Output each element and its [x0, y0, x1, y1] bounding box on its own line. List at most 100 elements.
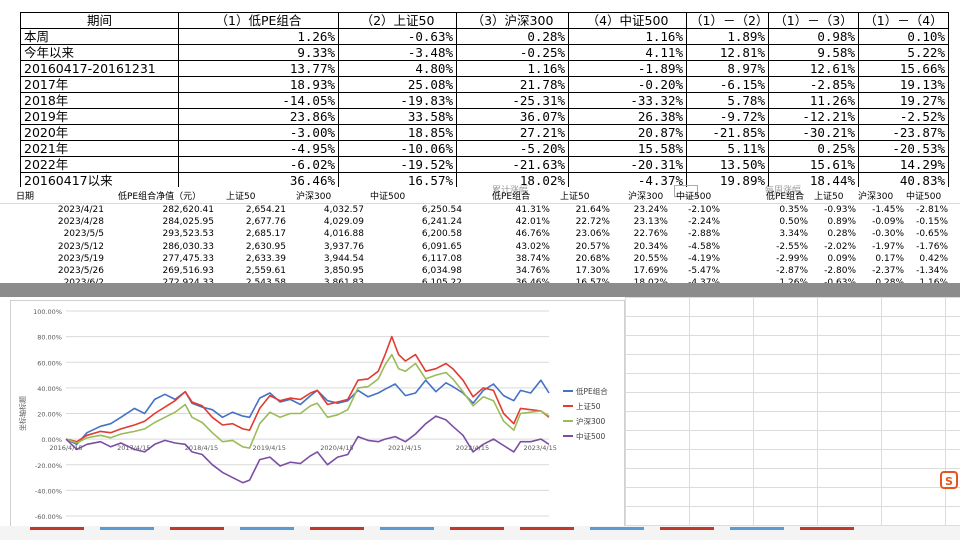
- period-returns-table: 期间 （1）低PE组合 （2）上证50 （3）沪深300 （4）中证500 （1）－（2）…: [20, 12, 949, 189]
- return-cell: 11.26%: [768, 92, 859, 109]
- w2-cell: 0.09%: [827, 253, 856, 264]
- column-header: 上证50: [814, 192, 844, 202]
- c3-cell: 20.55%: [633, 253, 668, 264]
- table-row: 2022年 -6.02% -19.52% -21.63% -20.31% 13.50% 15…: [20, 156, 949, 173]
- return-cell: -30.21%: [768, 124, 859, 141]
- date-cell: 2023/5/5: [63, 229, 104, 240]
- cumulative-return-chart[interactable]: -60.00% -40.00% -20.00% 0.00% 20.00% 40.00% 60…: [10, 300, 625, 527]
- spreadsheet-grid[interactable]: [625, 297, 960, 540]
- period-label: 2018年: [20, 92, 179, 109]
- sheet-tab[interactable]: [520, 527, 574, 530]
- c1-cell: 42.01%: [515, 217, 550, 228]
- w2-cell: 0.28%: [827, 229, 856, 240]
- y-tick-label: 60.00%: [37, 359, 62, 367]
- zz500-cell: 6,250.54: [421, 205, 462, 215]
- w4-cell: -0.65%: [916, 229, 948, 240]
- w3-cell: -1.45%: [872, 205, 904, 215]
- table-row: 2023/5/26 269,516.93 2,559.61 3,850.95 6,034…: [0, 265, 960, 277]
- w1-cell: 3.34%: [779, 229, 808, 240]
- return-cell: 27.21%: [456, 124, 569, 141]
- sz50-cell: 2,559.61: [245, 266, 286, 276]
- sheet-tab[interactable]: [660, 527, 714, 530]
- sheet-divider-bar: [0, 283, 960, 297]
- c1-cell: 43.02%: [515, 241, 550, 252]
- y-tick-label: -40.00%: [35, 487, 62, 495]
- column-header: （1）－（3）: [768, 12, 859, 29]
- sheet-tab[interactable]: [800, 527, 854, 530]
- sheet-tab[interactable]: [100, 527, 154, 530]
- w4-cell: -1.34%: [916, 266, 948, 276]
- w4-cell: 0.42%: [919, 253, 948, 264]
- return-cell: 25.08%: [338, 76, 457, 93]
- return-cell: -33.32%: [568, 92, 687, 109]
- sheet-tab[interactable]: [380, 527, 434, 530]
- w2-cell: -2.02%: [824, 241, 856, 252]
- sheet-tab[interactable]: [730, 527, 784, 530]
- x-tick-label: 2017/4/15: [117, 444, 150, 452]
- sheet-tab[interactable]: [30, 527, 84, 530]
- table-row: 20160417以来 36.46% 16.57% 18.02% -4.37% 19.89%…: [20, 172, 949, 189]
- sheet-tab[interactable]: [240, 527, 294, 530]
- return-cell: 1.16%: [568, 28, 687, 45]
- w3-cell: -0.30%: [872, 229, 904, 240]
- table-row: 2017年 18.93% 25.08% 21.78% -0.20% -6.15% -2.85…: [20, 76, 949, 93]
- zz500-cell: 6,091.65: [421, 241, 462, 252]
- period-label: 2020年: [20, 124, 179, 141]
- period-label: 2019年: [20, 108, 179, 125]
- table-row: 20160417-20161231 13.77% 4.80% 1.16% -1.89% 8…: [20, 60, 949, 77]
- selected-cell[interactable]: [674, 185, 698, 197]
- sheet-tab[interactable]: [590, 527, 644, 530]
- w4-cell: -1.76%: [916, 241, 948, 252]
- date-cell: 2023/4/21: [57, 205, 104, 215]
- c2-cell: 20.57%: [575, 241, 610, 252]
- column-header: 低PE组合: [766, 192, 805, 202]
- table-row: 本周 1.26% -0.63% 0.28% 1.16% 1.89% 0.98% 0.10%: [20, 28, 949, 45]
- w2-cell: 0.89%: [827, 217, 856, 228]
- table-row: 2023/4/28 284,025.95 2,677.76 4,029.09 6,241…: [0, 216, 960, 228]
- sheet-tab[interactable]: [170, 527, 224, 530]
- return-cell: -20.31%: [568, 156, 687, 173]
- table-row: 2023/5/12 286,030.33 2,630.95 3,937.76 6,091…: [0, 241, 960, 253]
- c2-cell: 22.72%: [575, 217, 610, 228]
- legend-label: 中证500: [576, 431, 606, 441]
- app-s-icon[interactable]: S: [940, 471, 958, 489]
- return-cell: 5.11%: [686, 140, 769, 157]
- sheet-tab-strip[interactable]: [0, 526, 960, 540]
- return-cell: 0.10%: [858, 28, 949, 45]
- y-tick-label: 80.00%: [37, 334, 62, 342]
- sheet-tab[interactable]: [450, 527, 504, 530]
- return-cell: -23.87%: [858, 124, 949, 141]
- zz500-cell: 6,034.98: [421, 266, 462, 276]
- c1-cell: 38.74%: [515, 253, 550, 264]
- sheet-tab[interactable]: [310, 527, 364, 530]
- weekly-nav-sheet: 累计涨幅 每周涨幅 日期 低PE组合净值（元） 上证50 沪深300 中证500 低PE组…: [0, 185, 960, 288]
- table-row: 2023/5/5 293,523.53 2,685.17 4,016.88 6,200.…: [0, 228, 960, 240]
- return-cell: 36.07%: [456, 108, 569, 125]
- sz50-cell: 2,685.17: [245, 229, 286, 240]
- y-tick-label: 40.00%: [37, 385, 62, 393]
- column-header: 中证500: [676, 192, 712, 202]
- column-header: 日期: [16, 192, 35, 202]
- weekly-header-row: 日期 低PE组合净值（元） 上证50 沪深300 中证500 低PE组合 上证50 沪深300…: [0, 191, 960, 204]
- ghost-header-weekly: 每周涨幅: [765, 186, 802, 196]
- legend-label: 沪深300: [576, 416, 606, 426]
- table-row: 2023/5/19 277,475.33 2,633.39 3,944.54 6,117…: [0, 253, 960, 265]
- return-cell: 18.85%: [338, 124, 457, 141]
- date-cell: 2023/5/12: [57, 241, 104, 252]
- c2-cell: 20.68%: [575, 253, 610, 264]
- y-tick-label: 100.00%: [33, 308, 62, 316]
- return-cell: 14.29%: [858, 156, 949, 173]
- return-cell: -12.21%: [768, 108, 859, 125]
- y-tick-label: 0.00%: [41, 436, 62, 444]
- return-cell: 5.78%: [686, 92, 769, 109]
- table-header-row: 期间 （1）低PE组合 （2）上证50 （3）沪深300 （4）中证500 （1）－（2）…: [20, 12, 949, 29]
- return-cell: 0.28%: [456, 28, 569, 45]
- c4-cell: -5.47%: [688, 266, 720, 276]
- x-tick-label: 2018/4/15: [185, 444, 218, 452]
- date-cell: 2023/5/19: [57, 253, 104, 264]
- x-tick-label: 2023/4/15: [524, 444, 557, 452]
- c3-cell: 17.69%: [633, 266, 668, 276]
- return-cell: -6.02%: [178, 156, 339, 173]
- nav-cell: 282,620.41: [162, 205, 214, 215]
- c3-cell: 22.76%: [633, 229, 668, 240]
